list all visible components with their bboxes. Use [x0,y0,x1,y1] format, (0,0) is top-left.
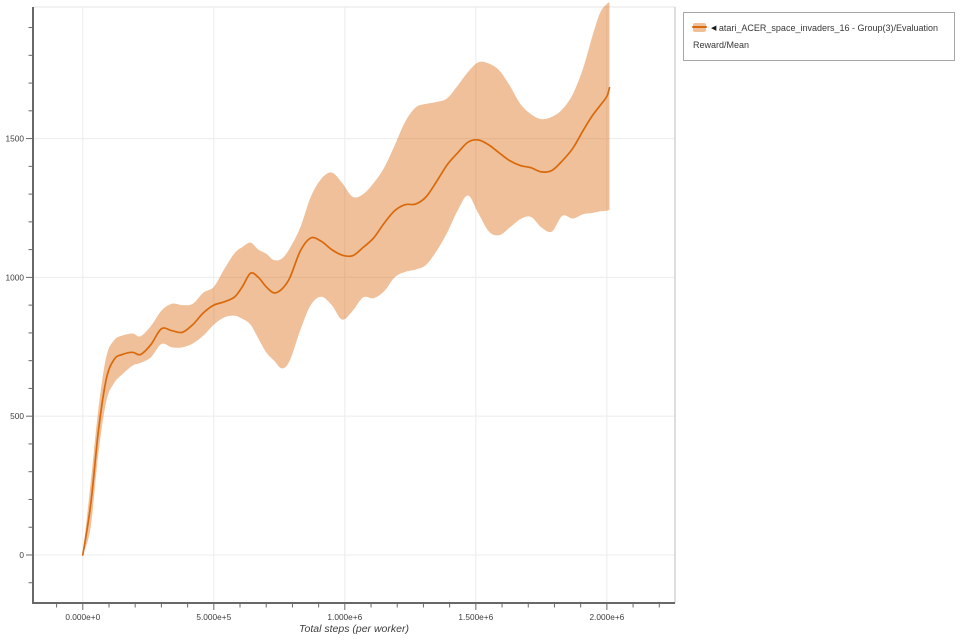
y-tick-label: 1000 [6,272,25,282]
x-tick-label: 1.500e+6 [458,612,493,622]
x-axis-title: Total steps (per worker) [299,623,409,635]
x-tick-label: 1.000e+6 [327,612,362,622]
legend-band-swatch [692,23,707,32]
mean-line[interactable] [81,86,611,556]
collapse-triangle-icon[interactable]: ◀ [711,25,717,32]
x-tick-label: 2.000e+6 [589,612,624,622]
legend-series-name: atari_ACER_space_invaders_16 - Group(3)/… [693,23,939,50]
y-tick-label: 0 [19,550,24,560]
y-tick-label: 500 [10,411,24,421]
legend-line-icon [692,26,707,28]
x-tick-label: 5.000e+5 [196,612,231,622]
confidence-band [82,2,610,555]
x-tick-label: 0.000e+0 [65,612,100,622]
legend[interactable]: ◀ atari_ACER_space_invaders_16 - Group(3… [683,12,955,61]
y-tick-label: 1500 [6,134,25,144]
